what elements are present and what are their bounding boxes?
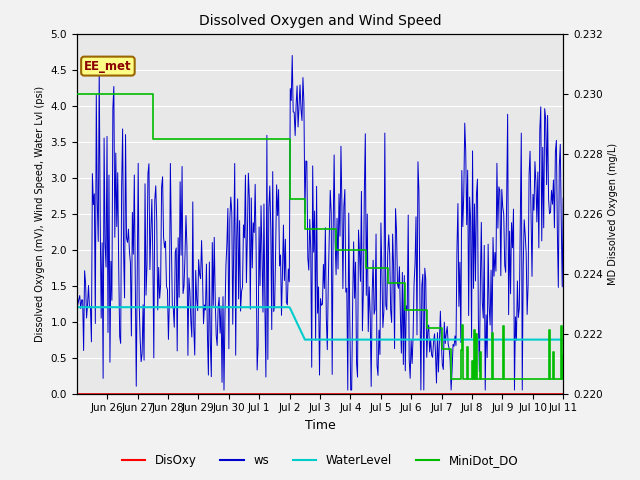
- Y-axis label: MD Dissolved Oxygen (mg/L): MD Dissolved Oxygen (mg/L): [608, 143, 618, 285]
- WaterLevel: [472, 336, 480, 342]
- ws: [73, 279, 81, 285]
- WaterLevel: [305, 336, 312, 342]
- ws: [364, 329, 372, 335]
- ws: [550, 177, 557, 183]
- Line: ws: ws: [77, 56, 563, 390]
- MiniDot_DO: [472, 331, 480, 337]
- ws: [289, 53, 296, 59]
- DisOxy: [472, 391, 479, 396]
- DisOxy: [307, 391, 315, 396]
- MiniDot_DO: [559, 353, 567, 359]
- ws: [338, 204, 346, 209]
- Line: WaterLevel: WaterLevel: [77, 307, 563, 339]
- WaterLevel: [301, 336, 308, 342]
- MiniDot_DO: [447, 376, 455, 382]
- WaterLevel: [364, 336, 371, 342]
- WaterLevel: [308, 336, 316, 342]
- Title: Dissolved Oxygen and Wind Speed: Dissolved Oxygen and Wind Speed: [198, 14, 442, 28]
- ws: [474, 176, 481, 182]
- ws: [309, 163, 317, 169]
- ws: [306, 216, 314, 222]
- MiniDot_DO: [548, 376, 556, 382]
- MiniDot_DO: [307, 226, 315, 231]
- Legend: DisOxy, ws, WaterLevel, MiniDot_DO: DisOxy, ws, WaterLevel, MiniDot_DO: [117, 449, 523, 472]
- X-axis label: Time: Time: [305, 419, 335, 432]
- ws: [220, 387, 228, 393]
- DisOxy: [304, 391, 312, 396]
- DisOxy: [559, 391, 567, 396]
- MiniDot_DO: [362, 265, 370, 271]
- DisOxy: [362, 391, 370, 396]
- ws: [559, 195, 567, 201]
- WaterLevel: [559, 336, 567, 342]
- DisOxy: [336, 391, 344, 396]
- MiniDot_DO: [304, 226, 312, 231]
- Y-axis label: Dissolved Oxygen (mV), Wind Speed, Water Lvl (psi): Dissolved Oxygen (mV), Wind Speed, Water…: [35, 85, 45, 342]
- Line: MiniDot_DO: MiniDot_DO: [77, 94, 563, 379]
- Text: EE_met: EE_met: [84, 60, 132, 72]
- WaterLevel: [73, 304, 81, 310]
- MiniDot_DO: [336, 247, 344, 252]
- MiniDot_DO: [73, 91, 81, 96]
- DisOxy: [73, 391, 81, 396]
- WaterLevel: [337, 336, 345, 342]
- WaterLevel: [548, 336, 556, 342]
- DisOxy: [548, 391, 556, 396]
